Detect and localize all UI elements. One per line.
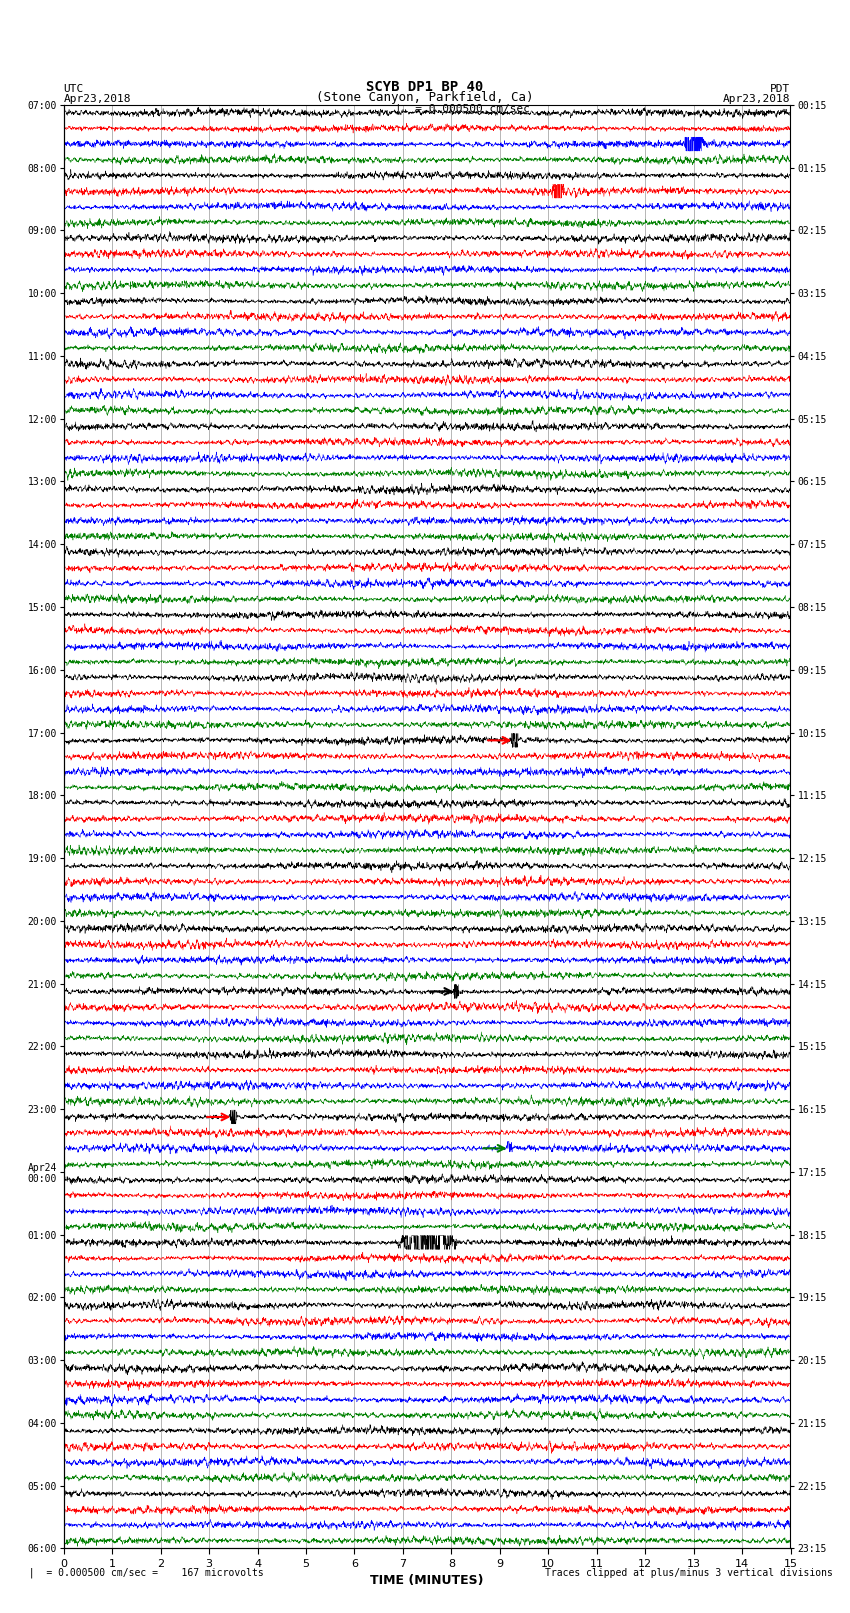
Text: Apr23,2018: Apr23,2018	[64, 94, 131, 105]
Text: SCYB DP1 BP 40: SCYB DP1 BP 40	[366, 81, 484, 94]
X-axis label: TIME (MINUTES): TIME (MINUTES)	[371, 1574, 484, 1587]
Text: UTC: UTC	[64, 84, 84, 94]
Text: |  = 0.000500 cm/sec: | = 0.000500 cm/sec	[395, 103, 530, 113]
Text: |  = 0.000500 cm/sec =    167 microvolts: | = 0.000500 cm/sec = 167 microvolts	[17, 1568, 264, 1578]
Text: Traces clipped at plus/minus 3 vertical divisions: Traces clipped at plus/minus 3 vertical …	[545, 1568, 833, 1578]
Text: (Stone Canyon, Parkfield, Ca): (Stone Canyon, Parkfield, Ca)	[316, 90, 534, 105]
Text: Apr23,2018: Apr23,2018	[723, 94, 791, 105]
Text: PDT: PDT	[770, 84, 790, 94]
